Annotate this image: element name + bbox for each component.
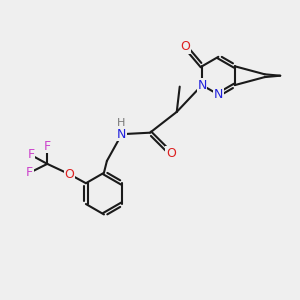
Text: O: O xyxy=(181,40,190,53)
Text: F: F xyxy=(26,166,33,179)
Text: F: F xyxy=(44,140,51,153)
Text: F: F xyxy=(27,148,34,161)
Text: O: O xyxy=(166,147,176,160)
Text: N: N xyxy=(197,79,207,92)
Text: O: O xyxy=(64,168,74,181)
Text: N: N xyxy=(117,128,127,141)
Text: N: N xyxy=(214,88,223,101)
Text: H: H xyxy=(117,118,125,128)
